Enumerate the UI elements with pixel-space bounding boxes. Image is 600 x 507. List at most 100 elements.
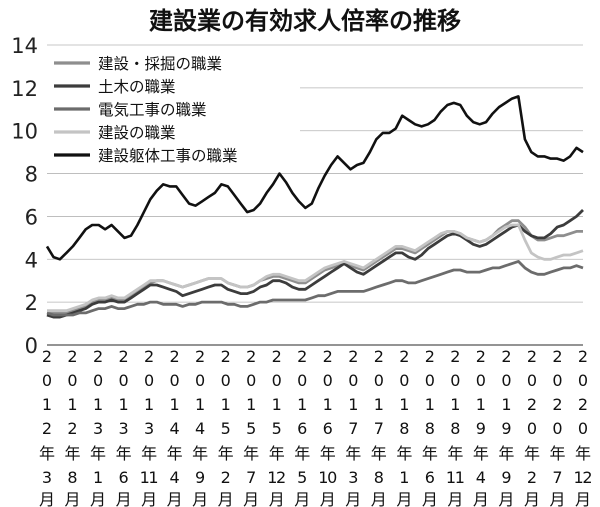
x-tick-char: 月 — [192, 490, 208, 507]
x-tick-char: 年 — [371, 444, 387, 463]
x-tick-char: 2 — [476, 347, 486, 366]
x-tick-char: 0 — [476, 371, 486, 390]
x-tick-char: 1 — [450, 395, 460, 414]
y-tick-label: 14 — [11, 34, 38, 58]
x-tick-char: 2 — [221, 347, 231, 366]
x-tick-char: 年 — [320, 444, 336, 463]
x-tick-char: 0 — [67, 371, 77, 390]
series-lines — [45, 95, 584, 319]
y-tick-label: 0 — [25, 334, 38, 358]
x-tick-char: 1 — [425, 395, 435, 414]
x-tick-char: 1 — [399, 395, 409, 414]
x-tick-label: 2 0 1 5 年 12 月 — [267, 347, 286, 507]
x-tick-char: 2 — [527, 468, 537, 487]
x-tick-char: 3 — [118, 419, 128, 438]
legend-label: 建設・採掘の職業 — [98, 55, 222, 73]
x-tick-char: 9 — [476, 419, 486, 438]
legend-label: 電気工事の職業 — [98, 101, 207, 119]
x-tick-char: 2 — [578, 347, 588, 366]
x-tick-label: 2 0 1 7 年 8 月 — [371, 347, 387, 507]
x-tick-char: 2 — [399, 347, 409, 366]
x-tick-char: 5 — [246, 419, 256, 438]
x-tick-char: 1 — [170, 395, 180, 414]
x-tick-char: 9 — [501, 468, 511, 487]
y-tick-label: 4 — [25, 248, 38, 272]
series-line-4 — [45, 95, 584, 261]
x-tick-char: 10 — [318, 468, 337, 487]
x-tick-char: 2 — [221, 468, 231, 487]
x-tick-char: 0 — [297, 371, 307, 390]
x-tick-char: 月 — [269, 490, 285, 507]
x-tick-char: 月 — [371, 490, 387, 507]
x-tick-char: 年 — [192, 444, 208, 463]
x-tick-char: 0 — [450, 371, 460, 390]
x-tick-char: 5 — [272, 419, 282, 438]
x-tick-char: 0 — [578, 419, 588, 438]
x-tick-char: 2 — [170, 347, 180, 366]
x-tick-char: 1 — [144, 395, 154, 414]
x-tick-char: 6 — [323, 419, 333, 438]
legend-item-0: 建設・採掘の職業 — [54, 55, 222, 73]
x-tick-char: 年 — [422, 444, 438, 463]
x-tick-label: 2 0 1 5 年 7 月 — [243, 347, 259, 507]
x-tick-char: 1 — [93, 468, 103, 487]
x-tick-char: 月 — [39, 490, 55, 507]
x-tick-label: 2 0 2 0 年 12 月 — [574, 347, 593, 507]
x-tick-char: 月 — [243, 490, 259, 507]
series-line-1 — [46, 209, 584, 319]
series-line-2 — [46, 259, 584, 317]
x-tick-char: 2 — [246, 347, 256, 366]
x-tick-char: 年 — [141, 444, 157, 463]
x-tick-char: 2 — [67, 419, 77, 438]
y-tick-label: 2 — [25, 291, 38, 315]
x-tick-char: 月 — [447, 490, 463, 507]
x-tick-char: 1 — [118, 395, 128, 414]
x-tick-char: 2 — [552, 395, 562, 414]
x-tick-char: 1 — [374, 395, 384, 414]
x-tick-char: 2 — [501, 347, 511, 366]
x-tick-char: 0 — [118, 371, 128, 390]
x-tick-char: 2 — [144, 347, 154, 366]
x-tick-label: 2 0 1 8 年 11 月 — [446, 347, 465, 507]
y-tick-label: 10 — [11, 120, 38, 144]
x-tick-char: 8 — [450, 419, 460, 438]
x-tick-char: 0 — [399, 371, 409, 390]
x-tick-char: 7 — [348, 419, 358, 438]
x-tick-char: 年 — [243, 444, 259, 463]
x-tick-char: 4 — [170, 468, 180, 487]
x-tick-char: 2 — [527, 395, 537, 414]
x-tick-char: 年 — [90, 444, 106, 463]
x-tick-char: 2 — [527, 347, 537, 366]
x-tick-char: 3 — [144, 419, 154, 438]
x-tick-char: 月 — [65, 490, 81, 507]
x-tick-char: 6 — [118, 468, 128, 487]
x-axis-tick-labels: 2012年3月2012年8月2013年1月2013年6月2013年11月2014… — [39, 347, 593, 507]
x-tick-char: 年 — [167, 444, 183, 463]
x-tick-char: 1 — [399, 468, 409, 487]
x-tick-char: 0 — [221, 371, 231, 390]
x-tick-char: 2 — [450, 347, 460, 366]
x-tick-char: 0 — [425, 371, 435, 390]
x-tick-char: 1 — [246, 395, 256, 414]
x-tick-char: 1 — [323, 395, 333, 414]
x-tick-label: 2 0 1 6 年 5 月 — [294, 347, 310, 507]
x-tick-label: 2 0 1 8 年 1 月 — [396, 347, 412, 507]
x-tick-char: 月 — [422, 490, 438, 507]
x-tick-char: 0 — [501, 371, 511, 390]
x-tick-label: 2 0 1 2 年 3 月 — [39, 347, 55, 507]
x-tick-char: 7 — [246, 468, 256, 487]
x-tick-char: 4 — [170, 419, 180, 438]
x-tick-char: 3 — [42, 468, 52, 487]
x-tick-char: 0 — [323, 371, 333, 390]
x-tick-char: 0 — [195, 371, 205, 390]
x-tick-char: 年 — [218, 444, 234, 463]
x-tick-char: 2 — [425, 347, 435, 366]
x-tick-char: 8 — [425, 419, 435, 438]
x-tick-char: 2 — [578, 395, 588, 414]
x-tick-char: 年 — [396, 444, 412, 463]
legend-item-2: 電気工事の職業 — [54, 101, 207, 119]
legend-label: 土木の職業 — [98, 78, 176, 96]
x-tick-char: 8 — [67, 468, 77, 487]
x-tick-char: 2 — [93, 347, 103, 366]
x-tick-char: 0 — [552, 419, 562, 438]
